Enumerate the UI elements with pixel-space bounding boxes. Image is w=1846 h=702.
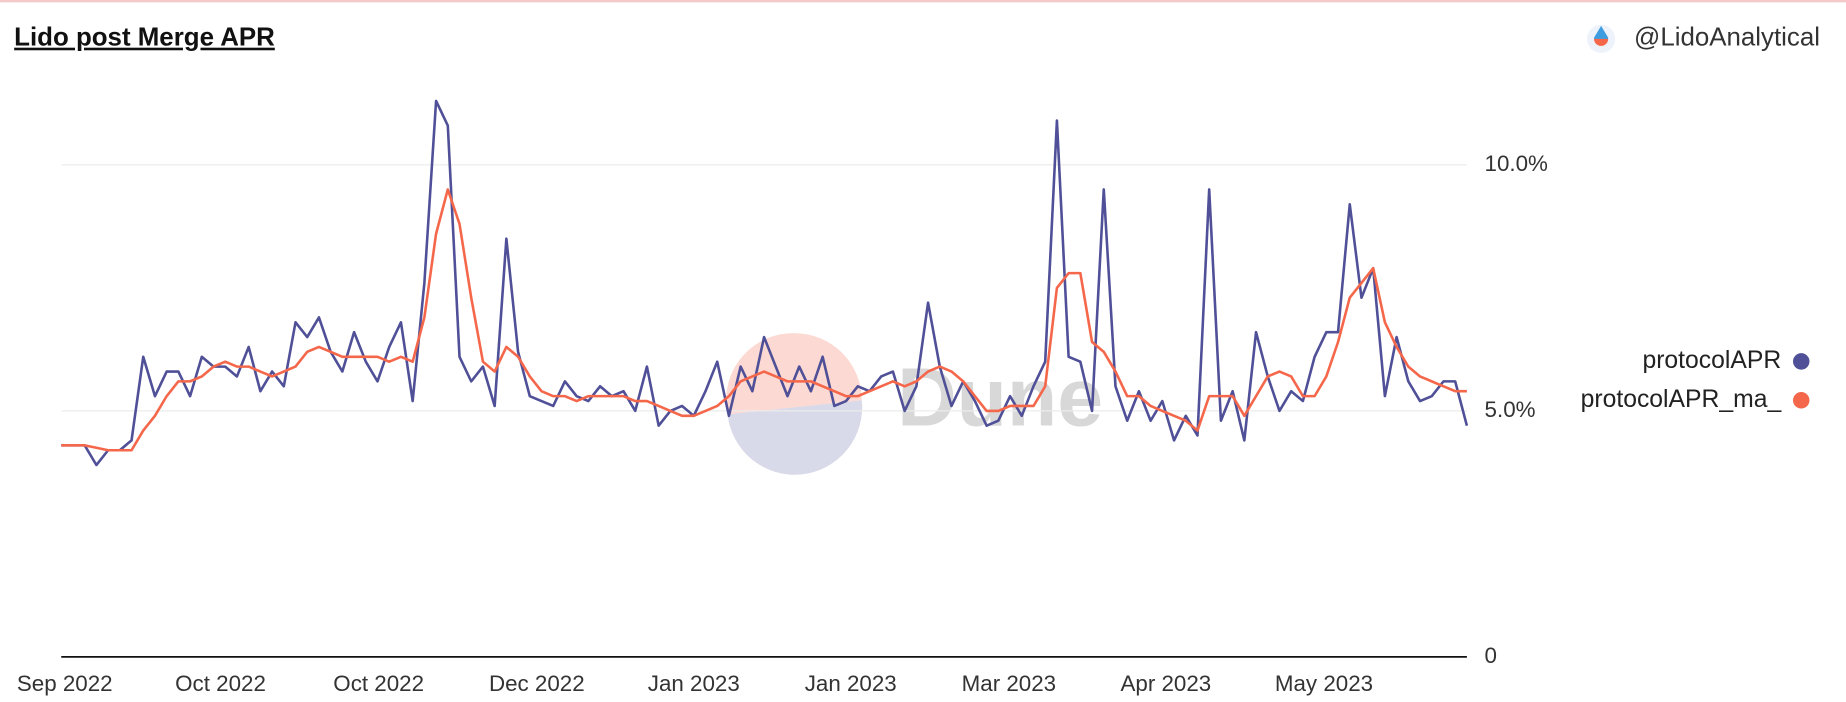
y-tick-label: 0 [1485,643,1497,668]
x-tick-label: Jan 2023 [805,671,897,696]
x-tick-label: Sep 2022 [17,671,113,696]
x-tick-label: Dec 2022 [489,671,585,696]
series-line [61,99,1469,467]
x-tick-label: Jan 2023 [648,671,740,696]
author[interactable]: @LidoAnalytical [1634,24,1820,52]
legend-label: protocolAPR_ma_ [1581,386,1783,413]
x-tick-label: Apr 2023 [1120,671,1211,696]
plot: 0 5.0% 10.0% Sep 2022 Oct 2022 Oct 2022 Dec 20… [17,99,1549,696]
chart-title[interactable]: Lido post Merge APR [14,24,275,52]
legend-marker [1792,353,1810,370]
y-tick-label: 5.0% [1485,397,1536,422]
y-tick-label: 10.0% [1485,151,1549,176]
x-tick-label: Oct 2022 [333,671,424,696]
x-tick-label: May 2023 [1275,671,1373,696]
watermark-text: Dune [897,352,1103,444]
x-tick-label: Oct 2022 [175,671,266,696]
series-line [61,188,1467,452]
x-tick-label: Mar 2023 [962,671,1056,696]
legend-marker [1792,392,1810,409]
author-icon [1586,24,1616,53]
legend-label: protocolAPR [1642,347,1781,374]
